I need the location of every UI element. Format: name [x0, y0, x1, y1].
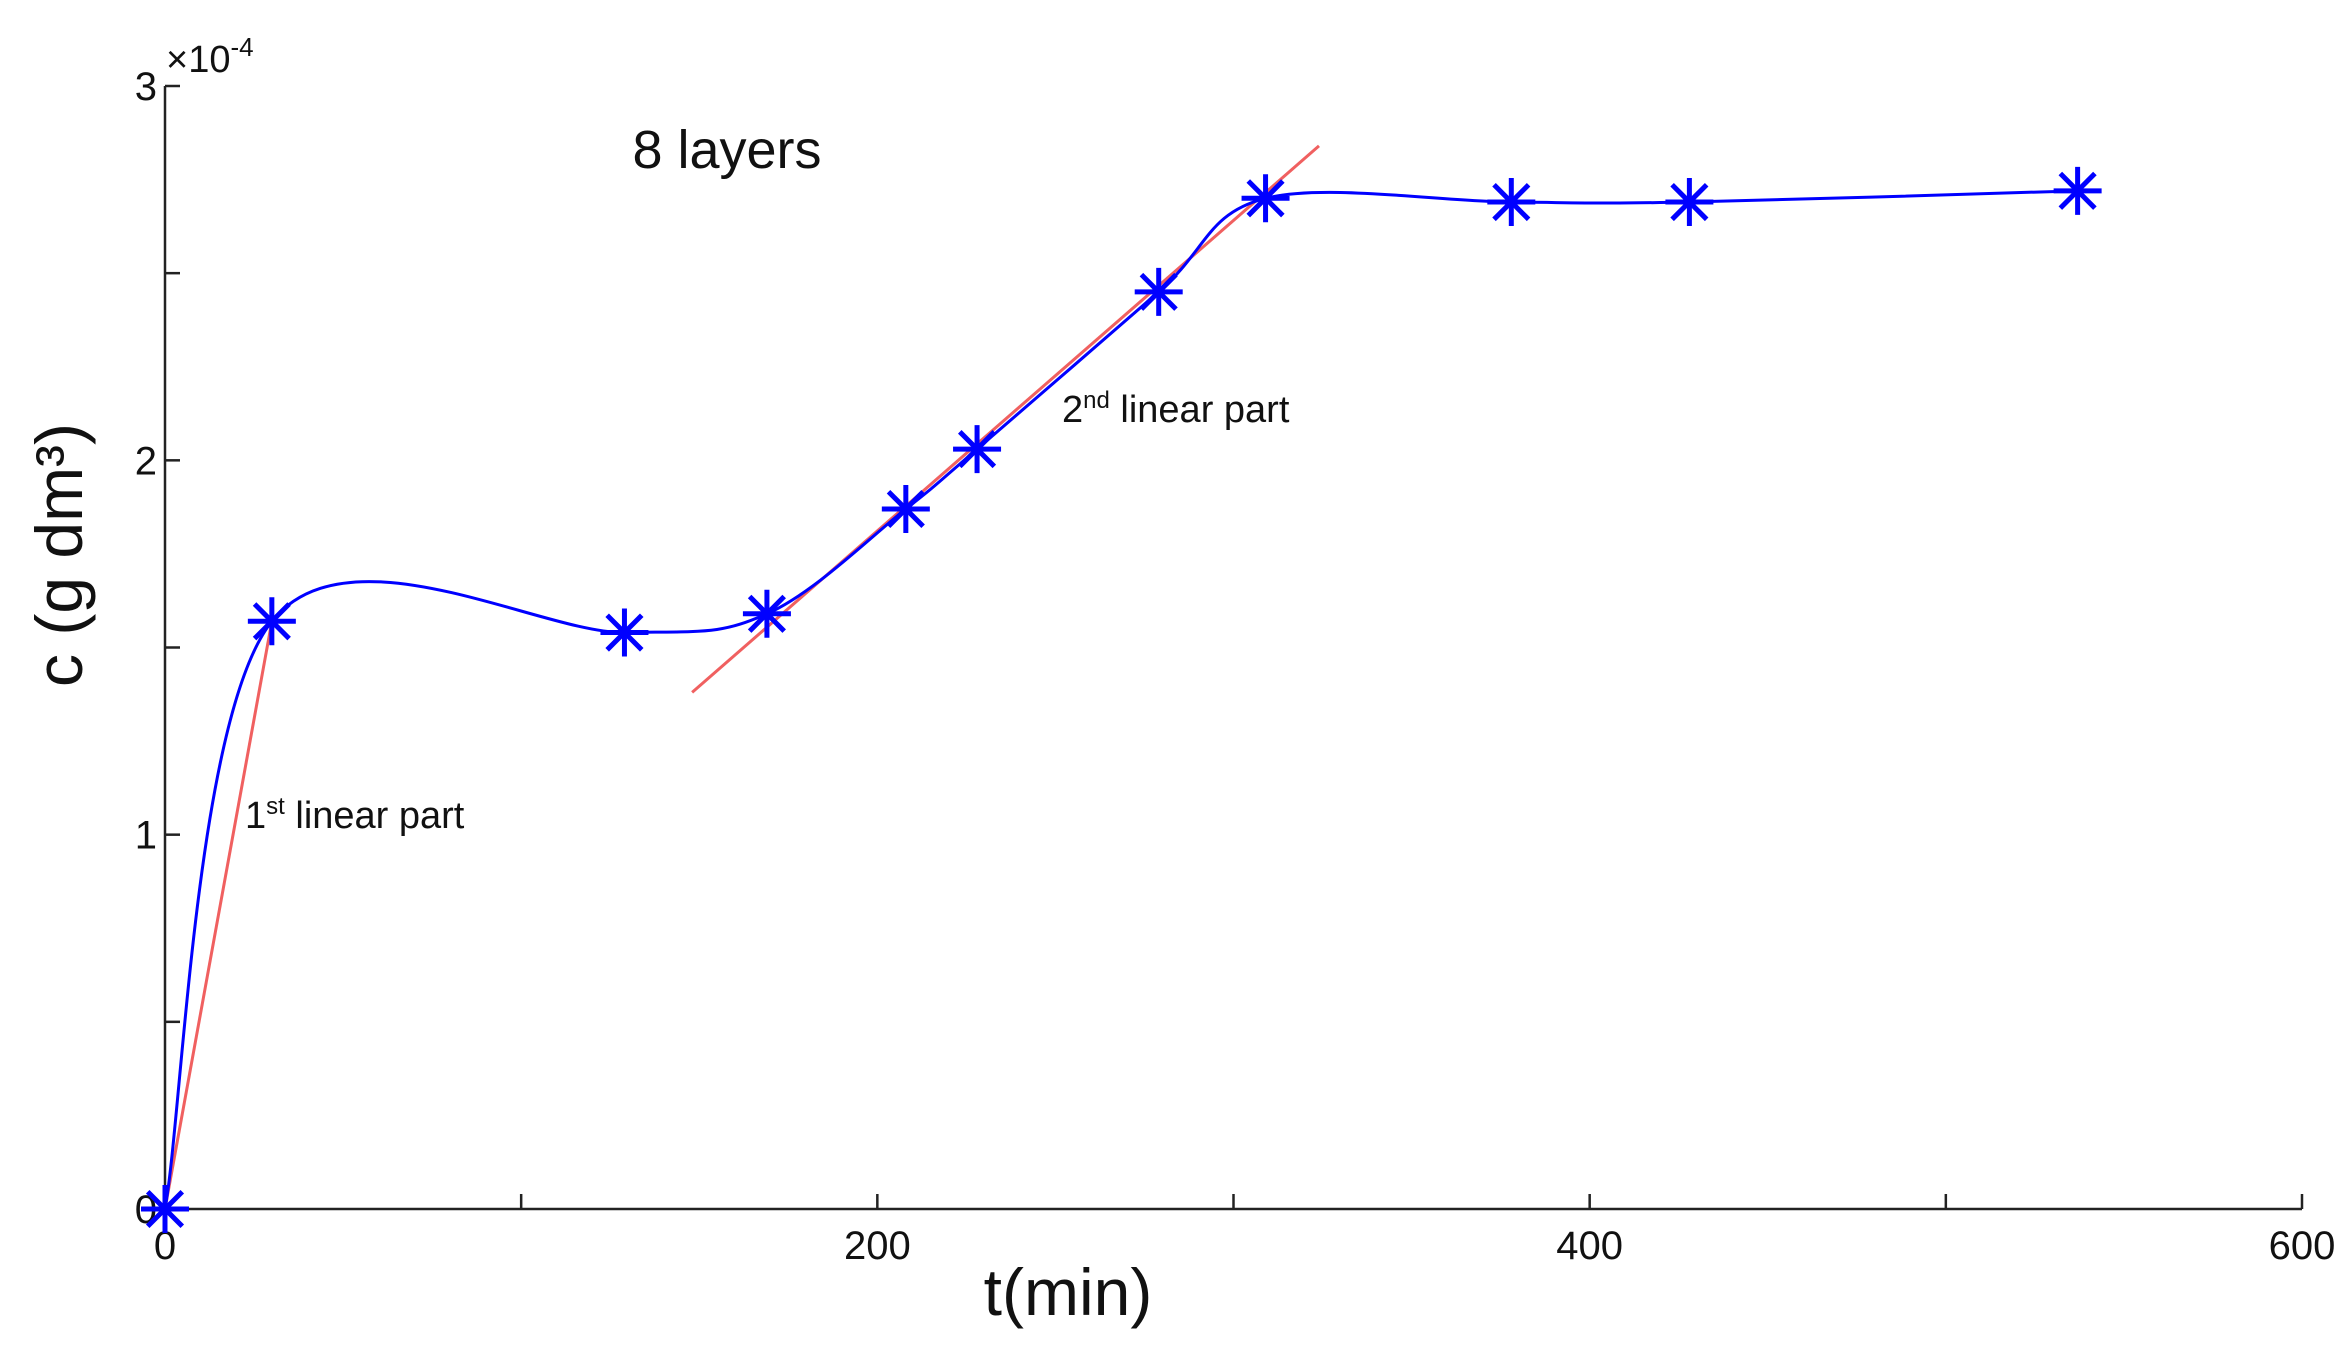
- marker-stroke: [1670, 182, 1709, 222]
- marker-stroke: [886, 489, 925, 529]
- smooth-line: [163, 189, 2078, 1210]
- asterisk-marker: [1487, 178, 1536, 227]
- asterisk-marker: [742, 589, 791, 638]
- asterisk-marker: [1665, 178, 1714, 227]
- marker-stroke: [1139, 272, 1178, 311]
- marker-stroke: [252, 602, 291, 641]
- fit-line: [163, 621, 274, 1210]
- x-axis-label: t(min): [984, 1255, 1153, 1329]
- y-tick-label: 1: [135, 814, 157, 858]
- marker-stroke: [1492, 182, 1531, 222]
- annotation-number: 2: [1062, 389, 1083, 431]
- asterisk-marker: [2053, 166, 2102, 215]
- marker-stroke: [145, 1189, 185, 1229]
- marker-stroke: [747, 594, 786, 633]
- multiplier-base: ×10: [166, 39, 230, 81]
- asterisk-marker: [1134, 267, 1183, 316]
- fit-line: [691, 144, 1320, 694]
- annotation-text: linear part: [285, 795, 465, 837]
- asterisk-marker: [141, 1185, 189, 1233]
- y-tick-label: 3: [135, 65, 157, 109]
- x-tick-label: 600: [2269, 1224, 2336, 1268]
- y-multiplier: ×10-4: [166, 32, 254, 81]
- asterisk-marker: [1241, 174, 1290, 223]
- annotation-text: linear part: [1110, 389, 1290, 431]
- marker-stroke: [605, 613, 644, 652]
- annotation-suffix: st: [266, 793, 285, 820]
- annotation-suffix: nd: [1083, 387, 1110, 414]
- marker-stroke: [2058, 171, 2097, 210]
- chart-title: 8 layers: [632, 120, 821, 180]
- asterisk-marker: [600, 608, 649, 657]
- annotation: 2nd linear part: [1062, 387, 1290, 431]
- x-tick-label: 0: [154, 1224, 176, 1268]
- annotation-number: 1: [245, 795, 266, 837]
- annotation: 1st linear part: [245, 793, 465, 837]
- asterisk-marker: [881, 484, 930, 533]
- asterisk-marker: [247, 597, 296, 646]
- y-tick-label: 2: [135, 439, 157, 483]
- marker-stroke: [1246, 179, 1285, 218]
- marker-stroke: [958, 430, 997, 469]
- multiplier-exponent: -4: [230, 32, 253, 62]
- asterisk-marker: [953, 425, 1002, 474]
- x-tick-label: 400: [1556, 1224, 1623, 1268]
- x-tick-label: 200: [844, 1224, 911, 1268]
- y-axis-label: c (g dm³): [22, 423, 96, 687]
